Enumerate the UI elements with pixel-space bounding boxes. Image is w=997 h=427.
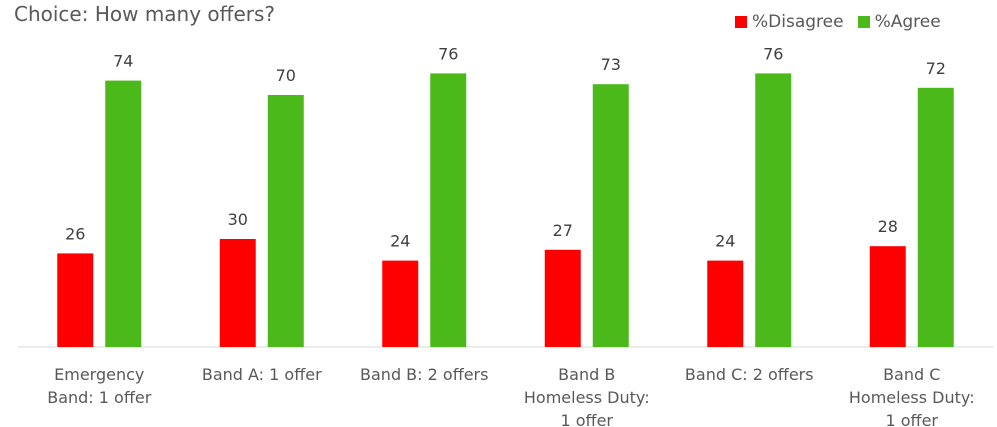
bar-agree-4 bbox=[755, 73, 792, 348]
category-label-line: Band B: 2 offers bbox=[360, 365, 488, 384]
legend-swatch-agree bbox=[857, 16, 870, 28]
legend-label-agree: %Agree bbox=[874, 12, 941, 32]
category-label-line: Homeless Duty: bbox=[524, 388, 650, 407]
data-label-agree-0: 74 bbox=[113, 52, 133, 71]
category-label-3: Band B Homeless Duty: 1 offer bbox=[524, 365, 650, 427]
chart-title: Choice: How many offers? bbox=[14, 2, 276, 26]
legend-item-agree: %Agree bbox=[857, 12, 941, 32]
data-label-disagree-2: 24 bbox=[390, 232, 410, 251]
data-label-agree-5: 72 bbox=[926, 59, 946, 78]
bar-agree-2 bbox=[430, 73, 467, 348]
data-label-agree-4: 76 bbox=[763, 44, 783, 63]
data-label-agree-2: 76 bbox=[438, 44, 458, 63]
bar-agree-3 bbox=[592, 84, 629, 347]
category-label-line: 1 offer bbox=[886, 411, 939, 427]
bar-agree-0 bbox=[105, 80, 142, 347]
legend-label-disagree: %Disagree bbox=[752, 12, 844, 32]
data-label-agree-3: 73 bbox=[601, 55, 621, 74]
bar-agree-5 bbox=[917, 87, 954, 348]
bar-agree-1 bbox=[267, 95, 304, 347]
category-label-line: Homeless Duty: bbox=[849, 388, 975, 407]
data-label-agree-1: 70 bbox=[276, 66, 296, 85]
category-label-line: Band: 1 offer bbox=[47, 388, 151, 407]
bar-disagree-0 bbox=[57, 253, 94, 347]
category-label-line: Emergency bbox=[54, 365, 144, 384]
data-label-disagree-4: 24 bbox=[715, 232, 735, 251]
bar-disagree-3 bbox=[544, 249, 581, 347]
bar-disagree-2 bbox=[382, 260, 419, 347]
legend: %Disagree %Agree bbox=[735, 12, 941, 32]
legend-item-disagree: %Disagree bbox=[735, 12, 844, 32]
category-label-line: Band C: 2 offers bbox=[685, 365, 814, 384]
category-label-line: 1 offer bbox=[561, 411, 614, 427]
data-label-disagree-5: 28 bbox=[878, 217, 898, 236]
category-label-1: Band A: 1 offer bbox=[202, 365, 322, 384]
data-label-disagree-1: 30 bbox=[228, 210, 248, 229]
bar-disagree-4 bbox=[707, 260, 744, 347]
data-label-disagree-3: 27 bbox=[553, 221, 573, 240]
data-label-disagree-0: 26 bbox=[65, 224, 85, 243]
category-label-4: Band C: 2 offers bbox=[685, 365, 814, 384]
bar-disagree-5 bbox=[869, 246, 906, 347]
category-label-line: Band B bbox=[558, 365, 615, 384]
category-label-line: Band C bbox=[883, 365, 940, 384]
legend-swatch-disagree bbox=[735, 16, 747, 28]
category-label-5: Band C Homeless Duty: 1 offer bbox=[849, 365, 975, 427]
bar-disagree-1 bbox=[219, 239, 256, 347]
category-label-line: Band A: 1 offer bbox=[202, 365, 322, 384]
category-label-2: Band B: 2 offers bbox=[360, 365, 488, 384]
category-label-0: Emergency Band: 1 offer bbox=[47, 365, 151, 407]
